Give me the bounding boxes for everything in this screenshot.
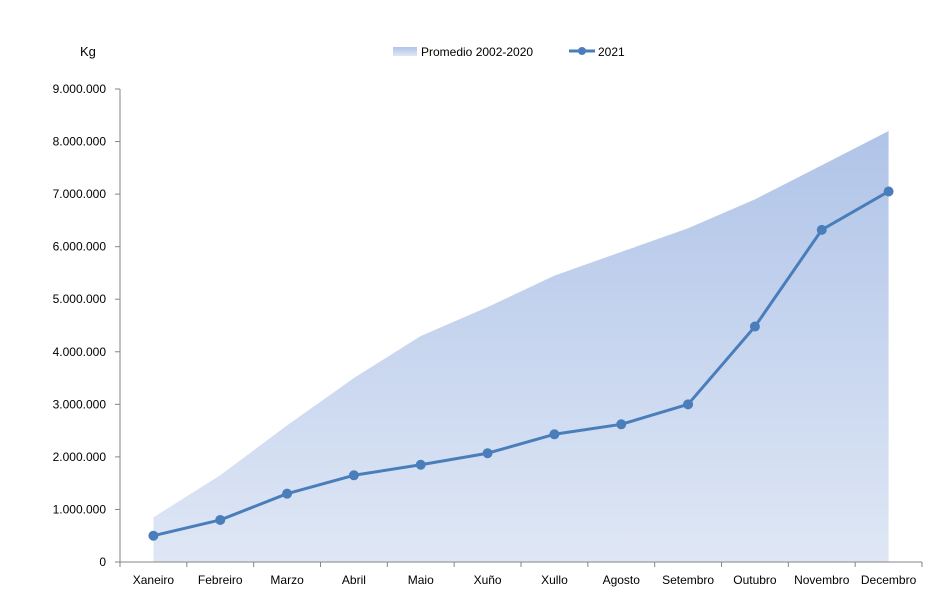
data-point-2021 bbox=[482, 448, 493, 459]
legend-swatch-promedio bbox=[393, 47, 417, 56]
y-tick-label: 7.000.000 bbox=[53, 187, 107, 201]
y-tick-label: 8.000.000 bbox=[53, 135, 107, 149]
data-point-2021 bbox=[616, 419, 627, 430]
plot-area: 0 1.000.000 2.000.000 3.000.000 4.000.000 5.0… bbox=[53, 82, 923, 587]
y-tick-label: 9.000.000 bbox=[53, 82, 107, 96]
legend-label-2021: 2021 bbox=[598, 45, 625, 59]
x-tick-label: Xullo bbox=[541, 573, 568, 587]
data-point-2021 bbox=[549, 429, 560, 440]
y-tick-label: 5.000.000 bbox=[53, 292, 107, 306]
data-point-2021 bbox=[148, 530, 159, 541]
data-point-2021 bbox=[282, 488, 293, 499]
y-axis-unit-label: Kg bbox=[80, 44, 96, 59]
x-tick-label: Maio bbox=[408, 573, 434, 587]
x-tick-label: Decembro bbox=[861, 573, 917, 587]
area-series-promedio bbox=[153, 131, 889, 563]
legend: Promedio 2002-2020 2021 bbox=[393, 45, 625, 59]
x-tick-label: Marzo bbox=[270, 573, 304, 587]
x-tick-label: Xaneiro bbox=[133, 573, 175, 587]
x-tick-label: Febreiro bbox=[198, 573, 243, 587]
x-tick-label: Outubro bbox=[733, 573, 777, 587]
legend-swatch-2021-marker bbox=[578, 47, 586, 55]
y-tick-label: 1.000.000 bbox=[53, 502, 107, 516]
x-tick-label: Setembro bbox=[662, 573, 714, 587]
y-tick-label: 6.000.000 bbox=[53, 240, 107, 254]
x-tick-label: Abril bbox=[342, 573, 366, 587]
x-tick-label: Xuño bbox=[474, 573, 502, 587]
y-tick-label: 3.000.000 bbox=[53, 397, 107, 411]
x-tick-label: Novembro bbox=[794, 573, 850, 587]
y-tick-label: 2.000.000 bbox=[53, 450, 107, 464]
data-point-2021 bbox=[215, 514, 226, 525]
x-tick-label: Agosto bbox=[603, 573, 641, 587]
y-tick-label: 0 bbox=[99, 555, 106, 569]
data-point-2021 bbox=[816, 224, 827, 235]
legend-label-promedio: Promedio 2002-2020 bbox=[421, 45, 533, 59]
data-point-2021 bbox=[883, 186, 894, 197]
line-series-2021 bbox=[153, 190, 890, 538]
y-tick-label: 4.000.000 bbox=[53, 345, 107, 359]
data-point-2021 bbox=[683, 399, 694, 410]
data-point-2021 bbox=[415, 459, 426, 470]
data-point-2021 bbox=[348, 470, 359, 481]
data-point-2021 bbox=[749, 321, 760, 332]
